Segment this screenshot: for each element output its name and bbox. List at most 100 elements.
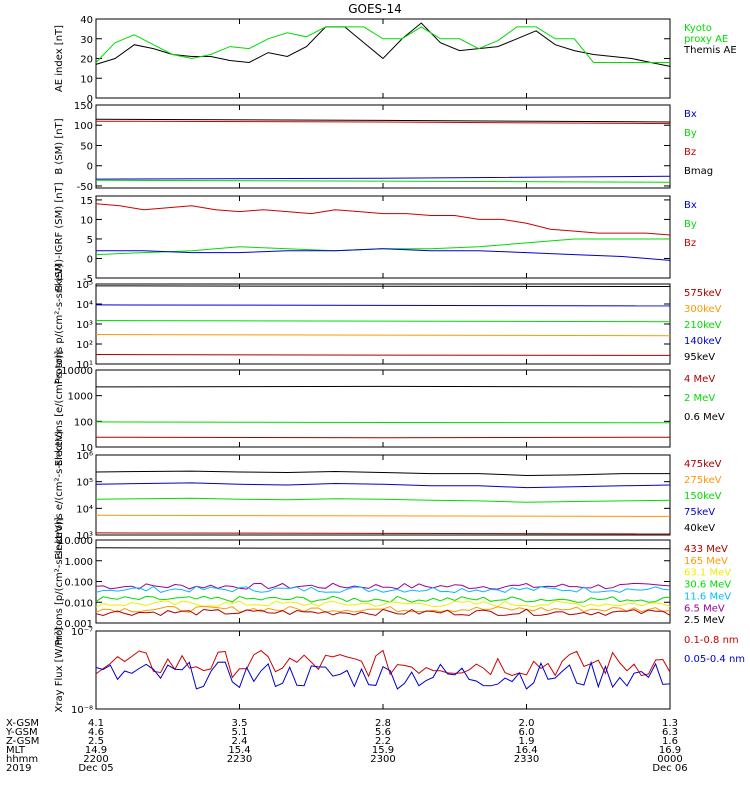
series-line-by — [95, 179, 671, 183]
ephemeris-label: hhmm — [6, 754, 38, 765]
y-tick-label: 10⁶ — [76, 451, 93, 462]
ephemeris-label: Z-GSM — [6, 736, 39, 747]
series-line-0-05-0-4-nm — [95, 660, 671, 690]
y-tick-label: -5 — [83, 274, 93, 285]
panel-frame — [95, 369, 671, 448]
series-line-themis-ae — [95, 22, 671, 67]
ephemeris-value: 2330 — [514, 754, 539, 765]
legend-bx: Bx — [684, 109, 697, 120]
series-line-4-mev — [95, 436, 671, 439]
y-axis-label: Protons [p/(cm²-s-sr-keV)] — [54, 517, 65, 645]
legend-by: By — [684, 128, 697, 139]
legend-575kev: 575keV — [684, 288, 722, 299]
ephemeris-value: 2300 — [370, 754, 395, 765]
y-tick-label: 50 — [80, 141, 93, 152]
y-tick-label: 1000 — [68, 392, 93, 403]
series-line-40kev — [95, 470, 670, 477]
y-tick-label: 10⁵ — [76, 280, 93, 291]
ephemeris-value: 2230 — [227, 754, 252, 765]
y-tick-label: 0 — [87, 254, 93, 265]
y-tick-label: 10⁻⁸ — [71, 705, 93, 716]
ephemeris-value: 3.5 — [232, 718, 248, 729]
series-line-140kev — [95, 304, 671, 307]
year-label: 2019 — [6, 763, 31, 774]
legend-275kev: 275keV — [684, 475, 722, 486]
panel-4: 10¹ 10² 10³ 10⁴ 10⁵ Protons p/(cm²-s-sr-keV) 5… — [54, 264, 722, 385]
start-date: Dec 05 — [78, 763, 113, 774]
ephemeris-value: 15.4 — [228, 745, 250, 756]
legend-bz: Bz — [684, 238, 696, 249]
legend-0-05-0-4-nm: 0.05-0.4 nm — [684, 654, 745, 665]
y-tick-label: 15 — [80, 196, 93, 207]
ephemeris-value: 5.6 — [375, 727, 391, 738]
ephemeris-value: 0000 — [657, 754, 682, 765]
series-line-30-6-mev — [95, 595, 671, 603]
legend-bmag: Bmag — [684, 166, 713, 177]
y-tick-label: 10¹ — [76, 360, 93, 371]
legend-40kev: 40keV — [684, 523, 715, 534]
series-line-433-mev — [95, 608, 671, 617]
y-tick-label: 10 — [80, 74, 93, 85]
y-tick-label: 40 — [80, 15, 93, 26]
y-tick-label: 10³ — [76, 320, 93, 331]
series-line-475kev — [95, 532, 671, 535]
legend-11-6-mev: 11.6 MeV — [684, 591, 731, 602]
plot-title: GOES-14 — [348, 2, 402, 16]
panel-frame — [95, 104, 671, 189]
legend-475kev: 475keV — [684, 459, 722, 470]
y-tick-label: 1.000 — [64, 557, 93, 568]
panel-frame — [95, 283, 671, 365]
legend-150kev: 150keV — [684, 491, 722, 502]
legend-140kev: 140keV — [684, 336, 722, 347]
series-line-bx — [95, 175, 671, 180]
series-line-95kev — [95, 285, 671, 287]
legend-bx: Bx — [684, 200, 697, 211]
ephemeris-value: 2.4 — [232, 736, 248, 747]
legend-bz: Bz — [684, 147, 696, 158]
ephemeris-value: 1.9 — [519, 736, 535, 747]
series-line-bz — [95, 120, 671, 125]
ephemeris-value: 2.8 — [375, 718, 391, 729]
y-axis-label: Protons p/(cm²-s-sr-keV) — [54, 264, 65, 385]
y-tick-label: 10⁵ — [76, 478, 93, 489]
panel-2: -50 0 50 100 150 B (SM) [nT] Bx By Bz Bmag — [54, 101, 713, 193]
series-line-2-5-mev — [95, 547, 671, 550]
panel-frame — [95, 454, 671, 536]
series-line-150kev — [95, 497, 671, 503]
ephemeris-value: 2200 — [83, 754, 108, 765]
legend-30-6-mev: 30.6 MeV — [684, 580, 731, 591]
y-tick-label: 5 — [87, 235, 93, 246]
series-line-75kev — [95, 482, 671, 489]
y-axis-label: B (SM) [nT] — [54, 118, 65, 174]
y-tick-label: 10³ — [76, 531, 93, 542]
y-tick-label: 0 — [87, 162, 93, 173]
legend-themis-ae: Themis AE — [683, 45, 737, 56]
series-line-210kev — [95, 320, 671, 323]
y-tick-label: 0.100 — [64, 578, 93, 589]
series-line-bz — [95, 203, 671, 236]
ephemeris-value: 16.4 — [515, 745, 537, 756]
legend-2-5-mev: 2.5 MeV — [684, 615, 725, 626]
legend-300kev: 300keV — [684, 304, 722, 315]
y-tick-label: 20 — [80, 55, 93, 66]
ephemeris-value: 2.5 — [88, 736, 104, 747]
legend-6-5-mev: 6.5 MeV — [684, 603, 725, 614]
y-axis-label: B (SM)-IGRF (SM) [nT] — [54, 182, 65, 291]
series-line-2-mev — [95, 421, 671, 424]
panel-8: 10⁻⁸ 10⁻⁷ Xray Flux [W/m²] 0.1-0.8 nm 0.05-0… — [54, 627, 745, 716]
y-tick-label: 100 — [74, 121, 93, 132]
y-tick-label: -50 — [77, 182, 93, 193]
series-line-bmag — [95, 118, 671, 123]
y-tick-label: 150 — [74, 101, 93, 112]
y-axis-label: Electrons e/(cm²-s-sr-keV) — [54, 430, 65, 559]
y-tick-label: 10000 — [61, 366, 93, 377]
y-axis-label: Xray Flux [W/m²] — [54, 627, 65, 712]
y-tick-label: 10⁴ — [76, 504, 93, 515]
y-tick-label: 10² — [76, 340, 93, 351]
legend-433-mev: 433 MeV — [684, 544, 728, 555]
y-tick-label: 0.001 — [64, 619, 93, 630]
panel-frame — [95, 195, 671, 279]
